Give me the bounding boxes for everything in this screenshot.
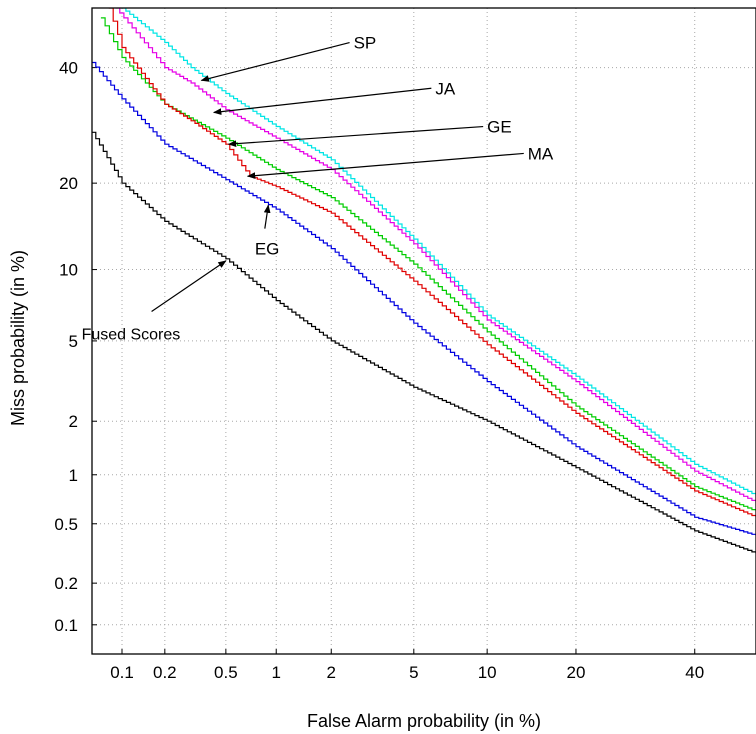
- series-line-ma: [108, 8, 756, 518]
- y-tick-label: 2: [69, 412, 78, 431]
- annotation-label-fused-scores: Fused Scores: [82, 327, 181, 344]
- annotation-arrow-ma: [246, 152, 524, 179]
- x-tick-label: 0.1: [110, 663, 134, 682]
- series-line-fused-scores: [92, 131, 756, 554]
- y-tick-label: 20: [59, 174, 78, 193]
- annotation-arrow-ge: [227, 125, 484, 148]
- x-axis-label: False Alarm probability (in %): [307, 711, 541, 731]
- annotation-label-ma: MA: [528, 144, 554, 163]
- curve-annotations: SP JA GE MA EG Fused Scores: [82, 34, 554, 344]
- x-tick-label: 10: [478, 663, 497, 682]
- y-tick-label: 0.2: [54, 574, 78, 593]
- y-tick-label: 10: [59, 261, 78, 280]
- grid-lines: [92, 8, 756, 654]
- y-tick-label: 1: [69, 466, 78, 485]
- series-line-ge: [100, 17, 756, 512]
- x-tick-label: 1: [271, 663, 280, 682]
- x-tick-label: 2: [327, 663, 336, 682]
- annotation-label-ja: JA: [435, 79, 456, 98]
- annotation-label-sp: SP: [354, 34, 377, 53]
- y-axis-label: Miss probability (in %): [8, 250, 28, 426]
- x-tick-label: 20: [567, 663, 586, 682]
- annotation-label-ge: GE: [487, 118, 512, 137]
- x-tick-label: 0.5: [214, 663, 238, 682]
- x-tick-label: 5: [409, 663, 418, 682]
- y-tick-label: 40: [59, 59, 78, 78]
- x-tick-label: 40: [685, 663, 704, 682]
- annotation-arrow-fused-scores: [151, 260, 227, 313]
- annotation-label-eg: EG: [255, 240, 280, 259]
- tick-labels: 0.1 0.2 0.5 1 2 5 10 20 40 0.1 0.2 0.5 1 2 5 10 20 40: [54, 59, 704, 682]
- y-tick-label: 0.1: [54, 616, 78, 635]
- annotation-arrow-eg: [263, 204, 271, 229]
- annotation-arrow-sp: [200, 41, 350, 82]
- y-tick-label: 5: [69, 332, 78, 351]
- series-line-eg: [92, 61, 756, 536]
- y-tick-label: 0.5: [54, 515, 78, 534]
- annotation-arrow-ja: [212, 87, 432, 115]
- det-curves: [92, 8, 756, 554]
- plot-frame: [91, 7, 756, 655]
- x-tick-label: 0.2: [153, 663, 177, 682]
- series-line-ja: [115, 8, 756, 503]
